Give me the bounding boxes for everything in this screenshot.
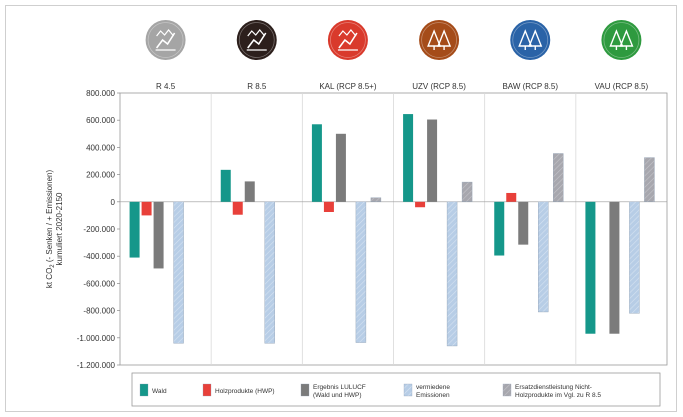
bar-avoided: [538, 201, 549, 313]
legend-label-wald: Wald: [152, 388, 167, 395]
bar-substitution: [644, 157, 655, 203]
bar-substitution: [370, 197, 382, 203]
y-tick-label: 600.000: [86, 116, 115, 125]
legend-label-lulucf: Ergebnis LULUCF: [313, 384, 366, 391]
bar-wald: [585, 201, 596, 334]
bar-avoided: [355, 201, 367, 343]
y-tick-label: -1.000.000: [77, 334, 116, 343]
temperature-scenario-icon: [145, 20, 186, 60]
legend-label-avoided: Emissionen: [416, 392, 450, 399]
y-axis-label: kt CO2 (- Senken / + Emissionen): [45, 170, 56, 289]
bar-hwp: [415, 201, 426, 208]
bar-avoided: [264, 201, 275, 344]
temperature-scenario-icon: [236, 20, 277, 60]
scenario-label: UZV (RCP 8.5): [412, 82, 466, 91]
y-tick-label: 800.000: [86, 89, 115, 98]
bar-substitution: [553, 153, 564, 203]
bar-hwp: [323, 201, 334, 212]
y-tick-label: 400.000: [86, 143, 115, 152]
legend-swatch-hwp: [202, 383, 212, 397]
bar-avoided: [629, 201, 640, 314]
scenario-label: R 8.5: [247, 82, 267, 91]
bar-hwp: [232, 201, 243, 215]
biodiversity-forest-icon: [510, 20, 551, 60]
calamity-scenario-icon: [327, 20, 368, 60]
bar-hwp: [141, 201, 152, 216]
legend-label-avoided: vermiedene: [416, 384, 450, 391]
y-tick-label: 0: [111, 198, 116, 207]
bar-wald: [129, 201, 140, 258]
scenario-label: BAW (RCP 8.5): [502, 82, 558, 91]
bar-lulucf: [335, 133, 346, 202]
bar-wald: [311, 124, 322, 202]
wood-supply-forest-icon: [601, 20, 642, 60]
scenario-label: R 4.5: [156, 82, 176, 91]
y-tick-label: -1.200.000: [77, 361, 116, 370]
legend-label-substitution: Ersatzdienstleistung Nicht-: [515, 384, 592, 391]
bar-avoided: [446, 201, 458, 347]
y-tick-label: -200.000: [83, 225, 115, 234]
y-tick-label: -400.000: [83, 252, 115, 261]
forest-conversion-icon: [419, 20, 460, 60]
legend-swatch-wald: [139, 383, 149, 397]
scenario-label: VAU (RCP 8.5): [595, 82, 649, 91]
legend-label-hwp: Holzprodukte (HWP): [215, 388, 275, 395]
bar-avoided: [173, 201, 184, 344]
y-tick-label: 200.000: [86, 171, 115, 180]
legend-swatch-avoided: [403, 383, 413, 397]
bar-lulucf: [244, 181, 255, 202]
bar-hwp: [506, 192, 517, 202]
y-tick-label: -800.000: [83, 307, 115, 316]
bar-substitution: [461, 181, 473, 203]
bar-lulucf: [518, 201, 529, 245]
bar-wald: [220, 169, 231, 202]
chart-frame: [5, 5, 677, 412]
scenario-label: KAL (RCP 8.5+): [319, 82, 376, 91]
bar-wald: [403, 114, 414, 202]
legend-swatch-lulucf: [300, 383, 310, 397]
legend-label-substitution: Holzprodukte im Vgl. zu R 8.5: [515, 392, 601, 399]
legend-swatch-substitution: [502, 383, 512, 397]
bar-lulucf: [153, 201, 164, 269]
y-tick-label: -600.000: [83, 279, 115, 288]
bar-lulucf: [427, 119, 438, 202]
bar-wald: [494, 201, 505, 256]
y-axis-label-line2: kumuliert 2020-2150: [55, 192, 64, 265]
legend-box: [131, 372, 661, 407]
legend-label-lulucf: (Wald und HWP): [313, 392, 362, 399]
bar-lulucf: [609, 201, 620, 334]
